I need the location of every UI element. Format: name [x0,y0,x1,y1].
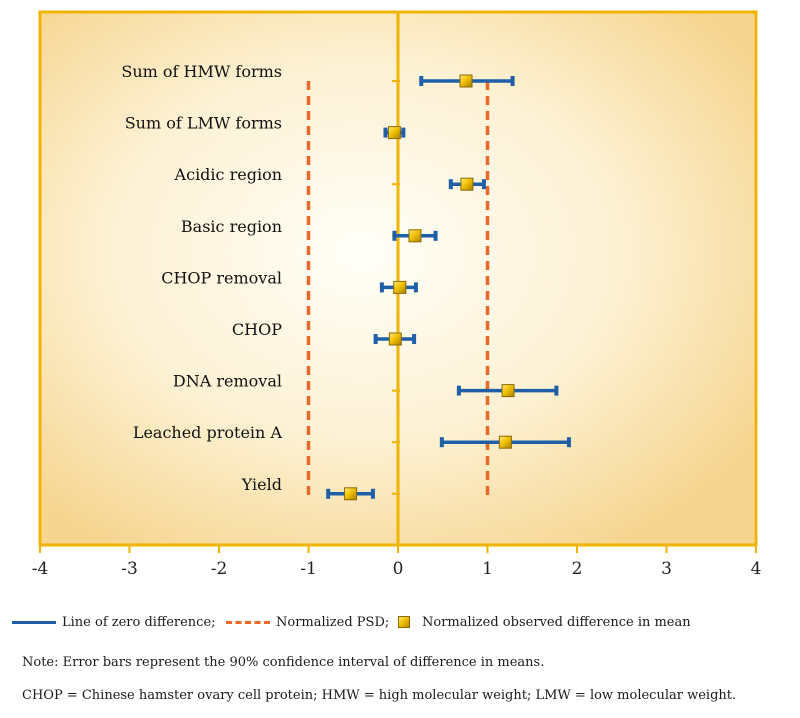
mean-marker [393,280,407,294]
mean-marker [408,229,422,243]
x-tick-label: 4 [751,559,762,579]
legend-item-marker: Normalized observed difference in mean [398,612,691,632]
category-label: DNA removal [173,372,282,391]
mean-marker [459,74,473,88]
x-tick-label: 1 [482,559,493,579]
zero-line-swatch-icon [12,620,56,624]
mean-marker [344,487,358,501]
category-label: CHOP removal [161,268,282,287]
mean-marker [460,177,474,191]
category-label: Leached protein A [133,423,283,442]
square-marker-icon [398,616,410,628]
legend-psd-label: Normalized PSD; [276,614,390,630]
legend-item-zero: Line of zero difference; [12,612,216,632]
x-tick-label: -4 [32,559,49,579]
legend: Line of zero difference; Normalized PSD;… [12,612,792,632]
legend-marker-label: Normalized observed difference in mean [422,614,691,630]
note-confidence-interval: Note: Error bars represent the 90% confi… [22,655,545,670]
forest-plot: -4 -3 -2 -1 0 1 2 3 4 Sum of HMW forms Sum of LMW … [32,10,762,579]
category-label: Sum of LMW forms [125,114,282,133]
psd-dash-swatch-icon [226,620,270,624]
category-label: CHOP [232,320,282,339]
category-label: Acidic region [174,165,282,184]
legend-item-psd: Normalized PSD; [226,612,389,632]
x-tick-label: 0 [393,559,404,579]
category-label: Basic region [181,217,282,236]
x-tick-label: -1 [300,559,317,579]
x-tick-label: -2 [211,559,228,579]
legend-zero-label: Line of zero difference; [62,614,216,630]
mean-marker [501,384,515,398]
x-tick-label: 3 [661,559,672,579]
mean-marker [387,126,401,140]
x-tick-label: 2 [572,559,583,579]
note-abbreviations: CHOP = Chinese hamster ovary cell protei… [22,688,737,703]
category-label: Yield [241,475,282,494]
category-label: Sum of HMW forms [121,62,282,81]
x-tick-label: -3 [121,559,138,579]
mean-marker [388,332,402,346]
mean-marker [498,435,512,449]
